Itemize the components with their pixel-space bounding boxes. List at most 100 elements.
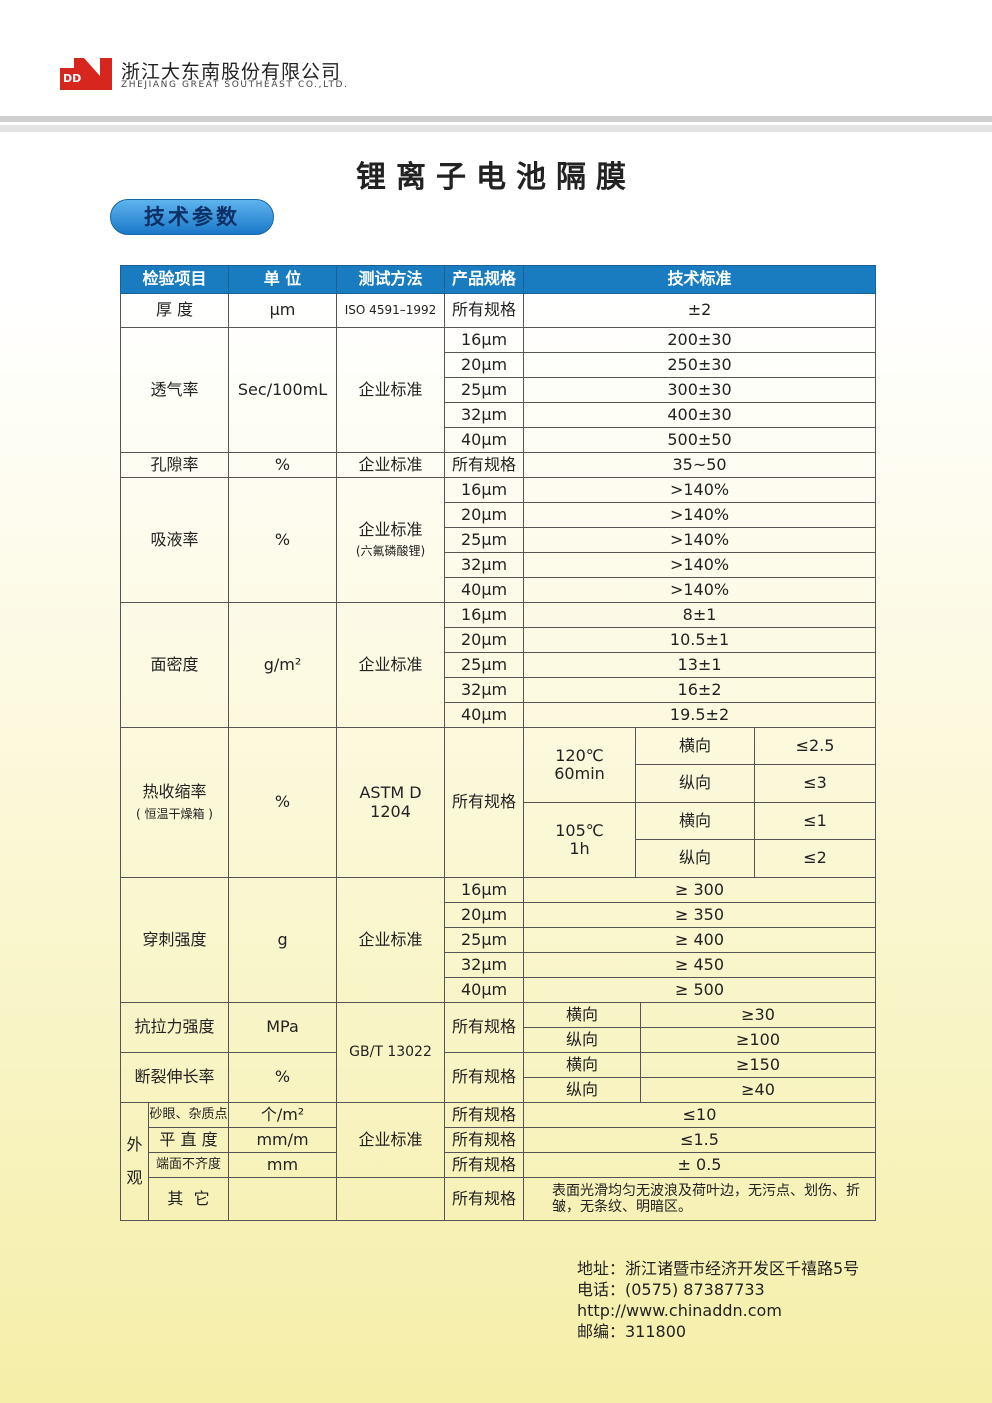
value-cell: ±2 (523, 293, 877, 328)
table-row: 40μm 19.5±2 (121, 702, 877, 728)
spec-cell: 所有规格 (444, 452, 525, 478)
temp: 105℃ (555, 820, 604, 840)
page-title: 锂离子电池隔膜 (356, 160, 636, 195)
table-row: 32μm >140% (121, 552, 877, 578)
unit-cell: Sec/100mL (228, 327, 338, 453)
value-cell: ≥ 450 (523, 952, 877, 978)
spec-cell: 40μm (444, 977, 525, 1003)
unit-cell: % (228, 727, 338, 878)
table-row: 25μm ≥ 400 (121, 927, 877, 953)
value-cell: 16±2 (523, 677, 877, 703)
value-cell: ≤2 (754, 839, 877, 878)
header-item: 检验项目 (119, 265, 230, 294)
table-row: 20μm 10.5±1 (121, 627, 877, 653)
direction-cell: 纵向 (635, 764, 756, 803)
header-unit: 单 位 (228, 265, 338, 294)
group-char: 外 (126, 1135, 143, 1155)
value-cell: 300±30 (523, 377, 877, 403)
spec-cell: 32μm (444, 402, 525, 428)
value-cell: >140% (523, 502, 877, 528)
contact-info: 地址：浙江诸暨市经济开发区千禧路5号 电话：(0575) 87387733 ht… (577, 1258, 859, 1342)
table-row: 端面不齐度 mm 所有规格 ± 0.5 (121, 1152, 877, 1178)
table-row: 穿刺强度 g 企业标准 16μm ≥ 300 (119, 877, 877, 1003)
spec-cell: 所有规格 (444, 1152, 525, 1178)
table-row: 面密度 g/m² 企业标准 16μm 8±1 (119, 602, 877, 728)
method-cell: ISO 4591–1992 (336, 293, 446, 328)
company-name-en: ZHEJIANG GREAT SOUTHEAST CO.,LTD. (121, 80, 349, 90)
value-cell: >140% (523, 577, 877, 603)
direction-cell: 横向 (523, 1002, 642, 1028)
item-note: ( 恒温干燥箱 ) (136, 806, 213, 821)
value-cell: >140% (523, 552, 877, 578)
header-divider (0, 116, 992, 122)
value-cell: ≤10 (523, 1102, 877, 1128)
value-cell: ≥30 (640, 1002, 877, 1028)
table-row: 20μm 250±30 (121, 352, 877, 378)
table-row: 透气率 Sec/100mL 企业标准 16μm 200±30 (119, 327, 877, 453)
method-cell: GB/T 13022 (336, 1002, 446, 1103)
table-row: 纵向 ≤3 (121, 764, 877, 803)
spec-cell: 所有规格 (444, 727, 525, 878)
header-standard: 技术标准 (523, 265, 877, 294)
value-cell: 35~50 (523, 452, 877, 478)
table-row: 热收缩率 ( 恒温干燥箱 ) % ASTM D 1204 所有规格 120℃ 60m… (119, 727, 877, 878)
table-row: 纵向 ≤2 (121, 839, 877, 878)
zip-code: 邮编：311800 (577, 1322, 687, 1341)
unit-cell: % (228, 477, 338, 603)
item-cell: 热收缩率 ( 恒温干燥箱 ) (119, 727, 230, 878)
value-cell: 13±1 (523, 652, 877, 678)
table-row: 断裂伸长率 % 所有规格 横向 ≥150 (119, 1052, 877, 1103)
method-cell: 企业标准 (336, 1102, 446, 1178)
value-cell: 8±1 (523, 602, 877, 628)
direction-cell: 横向 (635, 802, 756, 840)
phone: 电话：(0575) 87387733 (577, 1280, 765, 1299)
spec-cell: 所有规格 (444, 1177, 525, 1221)
item-cell: 其 它 (147, 1177, 230, 1221)
method-cell: 企业标准 (336, 452, 446, 478)
method-cell: 企业标准 (六氟磷酸锂) (336, 477, 446, 603)
table-row: 外观 砂眼、杂质点 个/m² 企业标准 所有规格 ≤10 (120, 1102, 877, 1221)
value-cell: ≥100 (640, 1027, 877, 1053)
spec-cell: 20μm (444, 902, 525, 928)
spec-cell: 所有规格 (444, 1002, 525, 1053)
method-note: (六氟磷酸锂) (355, 544, 426, 559)
item-cell: 砂眼、杂质点 (147, 1102, 230, 1128)
table-row: 孔隙率 % 企业标准 所有规格 35~50 (119, 452, 877, 478)
method-cell (336, 1177, 446, 1221)
direction-cell: 纵向 (523, 1077, 642, 1103)
value-cell: 200±30 (523, 327, 877, 353)
item-cell: 穿刺强度 (119, 877, 230, 1003)
unit-cell (228, 1177, 338, 1221)
unit-cell: μm (228, 293, 338, 328)
unit-cell: % (228, 1052, 338, 1103)
section-badge: 技术参数 (110, 199, 274, 235)
value-cell: 10.5±1 (523, 627, 877, 653)
method-cell: ASTM D 1204 (336, 727, 446, 878)
table-row: 25μm 13±1 (121, 652, 877, 678)
value-cell: ≥150 (640, 1052, 877, 1078)
spec-cell: 25μm (444, 927, 525, 953)
table-row: 其 它 所有规格 表面光滑均匀无波浪及荷叶边，无污点、划伤、折皱，无条纹、明暗区… (121, 1177, 877, 1221)
time: 60min (554, 764, 605, 783)
spec-cell: 40μm (444, 577, 525, 603)
spec-cell: 32μm (444, 677, 525, 703)
value-cell: 250±30 (523, 352, 877, 378)
item-cell: 抗拉力强度 (119, 1002, 230, 1053)
condition-cell: 120℃ 60min (523, 727, 637, 803)
method-cell: 企业标准 (336, 877, 446, 1003)
spec-cell: 16μm (444, 877, 525, 903)
table-row: 抗拉力强度 MPa GB/T 13022 所有规格 横向 ≥30 (119, 1002, 877, 1103)
website-link[interactable]: http://www.chinaddn.com (577, 1301, 782, 1320)
temp: 120℃ (555, 745, 604, 765)
direction-cell: 横向 (635, 727, 756, 765)
item-cell: 平 直 度 (147, 1127, 230, 1153)
spec-table: 检验项目 单 位 测试方法 产品规格 技术标准 厚 度 μm ISO 4591–… (119, 265, 877, 1221)
value-cell: ≤3 (754, 764, 877, 803)
company-name-cn: 浙江大东南股份有限公司 (121, 61, 342, 83)
table-row: 20μm >140% (121, 502, 877, 528)
value-cell: ≥ 300 (523, 877, 877, 903)
value-cell: 表面光滑均匀无波浪及荷叶边，无污点、划伤、折皱，无条纹、明暗区。 (523, 1177, 877, 1221)
spec-cell: 所有规格 (444, 293, 525, 328)
table-row: 厚 度 μm ISO 4591–1992 所有规格 ±2 (119, 293, 877, 328)
value-cell: ≥ 400 (523, 927, 877, 953)
